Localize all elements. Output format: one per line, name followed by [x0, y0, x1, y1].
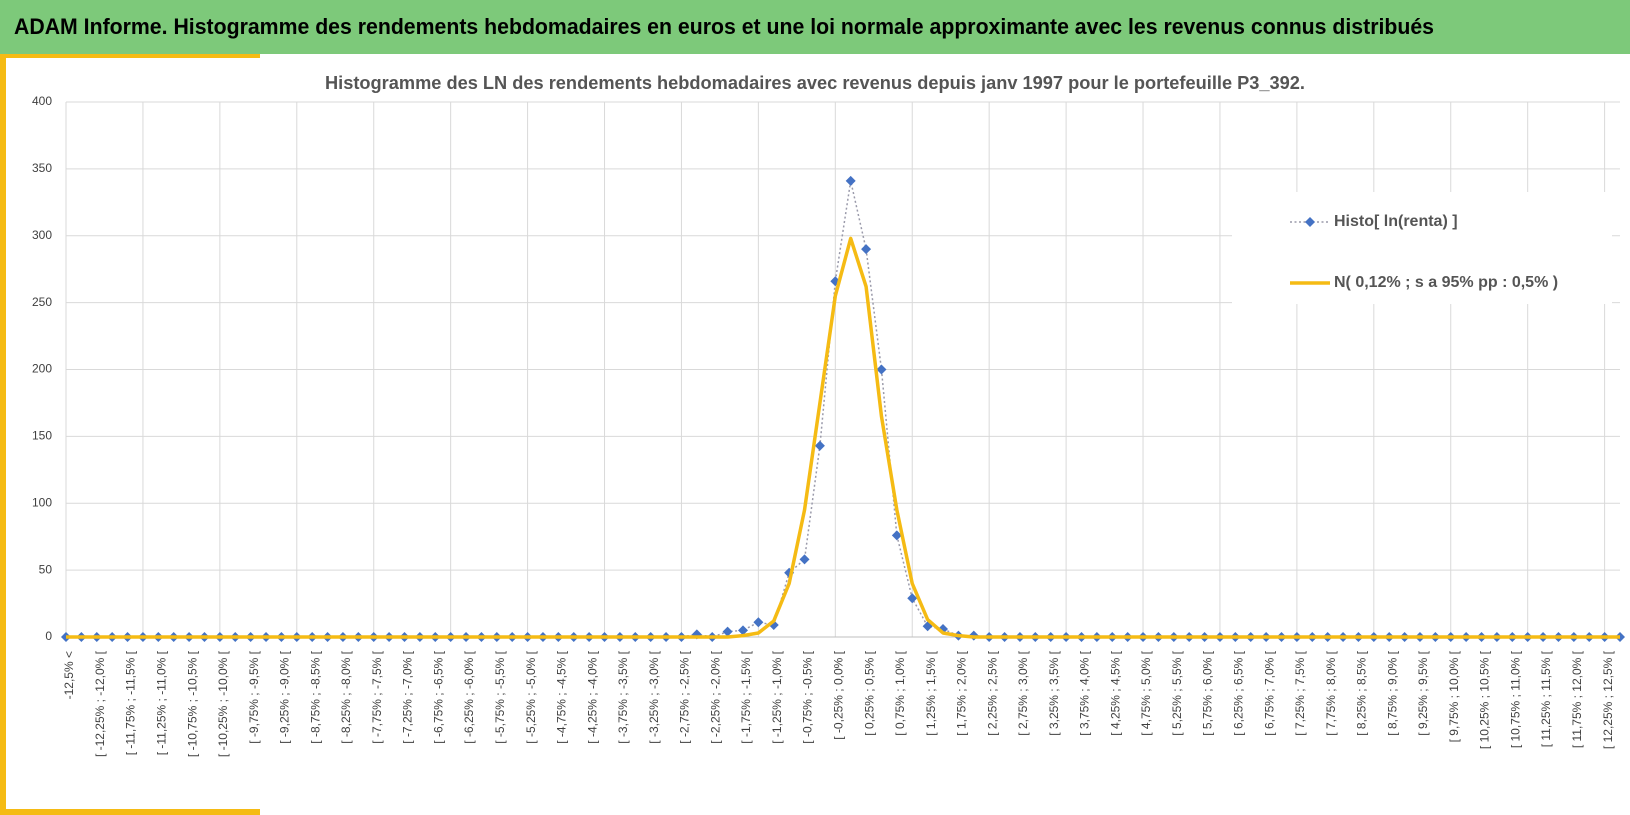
x-tick-label: [ 5,25% ; 5,5% [	[1170, 650, 1184, 735]
y-tick-label: 400	[32, 94, 52, 108]
x-tick-label: [ -9,25% ; -9,0% [	[278, 650, 292, 743]
x-tick-label: [ 11,25% ; 11,5% [	[1539, 650, 1553, 747]
x-tick-label: [ -10,75% ; -10,5% [	[185, 650, 199, 757]
x-tick-label: [ -5,25% ; -5,0% [	[524, 650, 538, 743]
x-tick-label: [ 2,25% ; 2,5% [	[985, 650, 999, 735]
x-tick-label: [ -7,75% ; -7,5% [	[370, 650, 384, 743]
x-tick-label: [ -3,75% ; -3,5% [	[616, 650, 630, 743]
diamond-marker	[722, 626, 733, 637]
x-tick-label: [ -3,25% ; -3,0% [	[647, 650, 661, 743]
diamond-marker	[753, 617, 764, 628]
x-tick-label: [ 3,75% ; 4,0% [	[1078, 650, 1092, 735]
x-tick-label: [ 4,75% ; 5,0% [	[1139, 650, 1153, 735]
series-line	[66, 236, 1620, 639]
x-tick-label: [ 0,75% ; 1,0% [	[893, 650, 907, 735]
x-tick-label: [ -7,25% ; -7,0% [	[401, 650, 415, 743]
x-tick-label: [ -6,25% ; -6,0% [	[462, 650, 476, 743]
plot	[61, 175, 1625, 642]
diamond-marker	[891, 530, 902, 541]
x-tick-label: [ -4,25% ; -4,0% [	[585, 650, 599, 743]
x-tick-label: [ 1,25% ; 1,5% [	[924, 650, 938, 735]
x-tick-label: [ 3,25% ; 3,5% [	[1047, 650, 1061, 735]
diamond-marker	[799, 554, 810, 565]
x-tick-label: [ -4,75% ; -4,5% [	[555, 650, 569, 743]
x-tick-label: [ 12,25% ; 12,5% [	[1601, 650, 1615, 749]
x-tick-label: [ -9,75% ; -9,5% [	[247, 650, 261, 743]
x-tick-label: [ 7,75% ; 8,0% [	[1324, 650, 1338, 735]
x-tick-label: [ -11,25% ; -11,0% [	[154, 650, 168, 755]
x-tick-label: [ 1,75% ; 2,0% [	[955, 650, 969, 735]
diamond-marker	[737, 625, 748, 636]
x-tick-label: [ 9,75% ; 10,0% [	[1447, 650, 1461, 742]
x-tick-label: [ -8,75% ; -8,5% [	[308, 650, 322, 743]
x-tick-label: [ 7,25% ; 7,5% [	[1293, 650, 1307, 735]
x-tick-label: [ -12,25% ; -12,0% [	[93, 650, 107, 757]
accent-top	[0, 54, 260, 58]
x-tick-label: [ -6,75% ; -6,5% [	[431, 650, 445, 743]
x-tick-label: [ 6,75% ; 7,0% [	[1262, 650, 1276, 735]
x-tick-label: [ 8,75% ; 9,0% [	[1385, 650, 1399, 735]
x-tick-label: [ 10,25% ; 10,5% [	[1478, 650, 1492, 749]
x-tick-label: [ -2,25% ; -2,0% [	[708, 650, 722, 743]
banner	[0, 0, 1630, 54]
x-tick-label: [ 5,75% ; 6,0% [	[1201, 650, 1215, 735]
x-tick-label: [ 10,75% ; 11,0% [	[1508, 650, 1522, 748]
legend-label: N( 0,12% ; s a 95% pp : 0,5% )	[1334, 274, 1558, 291]
chart-title: Histogramme des LN des rendements hebdom…	[325, 73, 1305, 93]
accent-bottom	[0, 809, 260, 815]
legend-label: Histo[ ln(renta) ]	[1334, 213, 1458, 230]
x-tick-label: [ 4,25% ; 4,5% [	[1108, 650, 1122, 735]
x-tick-label: [ -0,25% ; 0,0% [	[831, 650, 845, 739]
x-tick-label: [ 11,75% ; 12,0% [	[1570, 650, 1584, 748]
x-tick-label: [ 9,25% ; 9,5% [	[1416, 650, 1430, 735]
y-tick-label: 200	[32, 362, 52, 376]
legend-marker	[1305, 217, 1315, 227]
x-tick-label: [ 6,25% ; 6,5% [	[1232, 650, 1246, 735]
y-tick-label: 150	[32, 429, 52, 443]
legend-box	[1232, 192, 1612, 304]
x-tick-label: [ -10,25% ; -10,0% [	[216, 650, 230, 757]
x-tick-label: [ -0,75% ; -0,5% [	[801, 650, 815, 743]
y-tick-label: 50	[39, 562, 53, 576]
y-tick-label: 300	[32, 228, 52, 242]
x-tick-label: [ -1,75% ; -1,5% [	[739, 650, 753, 743]
diamond-marker	[845, 175, 856, 186]
x-tick-label: [ -11,75% ; -11,5% [	[124, 650, 138, 755]
diamond-marker	[814, 440, 825, 451]
x-tick-label: [ 2,75% ; 3,0% [	[1016, 650, 1030, 735]
banner-title: ADAM Informe. Histogramme des rendements…	[14, 14, 1434, 39]
x-tick-label: [ -8,25% ; -8,0% [	[339, 650, 353, 743]
accent-left	[0, 54, 6, 815]
diamond-marker	[907, 593, 918, 604]
y-tick-label: 0	[45, 629, 52, 643]
diamond-marker	[861, 244, 872, 255]
x-tick-label: [ 8,25% ; 8,5% [	[1355, 650, 1369, 735]
x-tick-label: [ 0,25% ; 0,5% [	[862, 650, 876, 735]
x-tick-label: [ -5,75% ; -5,5% [	[493, 650, 507, 743]
x-tick-label: -12,5% <	[62, 651, 76, 699]
x-tick-label: [ -1,25% ; -1,0% [	[770, 650, 784, 743]
diamond-marker	[876, 364, 887, 375]
x-tick-label: [ -2,75% ; -2,5% [	[678, 650, 692, 743]
y-tick-label: 100	[32, 495, 52, 509]
y-tick-label: 350	[32, 161, 52, 175]
y-tick-label: 250	[32, 295, 52, 309]
